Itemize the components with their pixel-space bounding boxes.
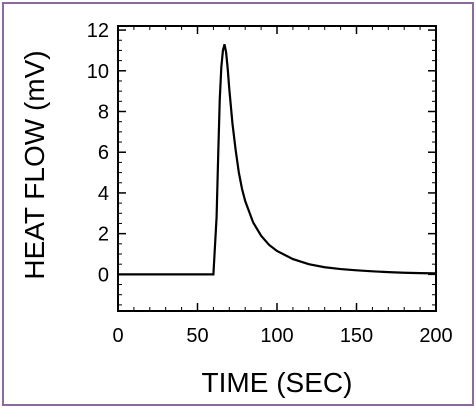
y-axis-title: HEAT FLOW (mV) — [19, 50, 50, 279]
series-line-heat-flow — [118, 44, 437, 276]
major-ticks — [117, 26, 437, 311]
x-tick-label: 200 — [419, 325, 452, 347]
y-tick-label: 10 — [87, 61, 109, 83]
y-tick-labels: 0 2 4 6 8 10 12 — [87, 20, 109, 286]
x-tick-label: 0 — [112, 325, 123, 347]
y-tick-label: 0 — [98, 264, 109, 286]
minor-ticks — [118, 26, 436, 311]
y-tick-label: 4 — [98, 183, 109, 205]
y-tick-label: 8 — [98, 102, 109, 124]
x-tick-label: 50 — [186, 325, 208, 347]
x-tick-label: 100 — [260, 325, 293, 347]
x-axis-title: TIME (SEC) — [202, 367, 353, 398]
x-tick-labels: 0 50 100 150 200 — [112, 325, 452, 347]
x-tick-label: 150 — [340, 325, 373, 347]
plot-area — [117, 25, 437, 312]
y-tick-label: 2 — [98, 224, 109, 246]
y-tick-label: 6 — [98, 142, 109, 164]
y-tick-label: 12 — [87, 20, 109, 42]
